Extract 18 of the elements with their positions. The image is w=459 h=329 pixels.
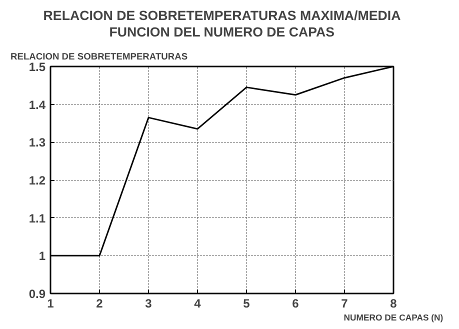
x-tick-label: 5 [243, 296, 250, 310]
y-tick-label: 1.4 [28, 98, 46, 112]
y-tick-label: 1.3 [28, 136, 46, 150]
x-tick-label: 3 [145, 296, 152, 310]
y-tick-label: 1.1 [28, 211, 46, 226]
x-tick-label: 1 [47, 296, 54, 310]
y-axis-title: RELACION DE SOBRETEMPERATURAS [10, 52, 188, 62]
y-tick-label: 1 [38, 249, 46, 264]
y-tick-label: 1.5 [28, 60, 46, 74]
x-tick-label: 4 [194, 296, 202, 310]
x-tick-label: 7 [341, 296, 348, 310]
x-tick-label: 6 [292, 296, 300, 310]
y-tick-label: 1.2 [28, 174, 46, 188]
chart-title: RELACION DE SOBRETEMPERATURAS MAXIMA/MEDIA FUNCION DEL NUMERO DE CAPAS [43, 8, 402, 40]
x-tick-label: 2 [96, 296, 104, 310]
y-tick-label: 0.9 [28, 287, 46, 301]
x-axis-title: NUMERO DE CAPAS (N) [344, 312, 444, 322]
x-tick-label: 8 [390, 296, 398, 310]
